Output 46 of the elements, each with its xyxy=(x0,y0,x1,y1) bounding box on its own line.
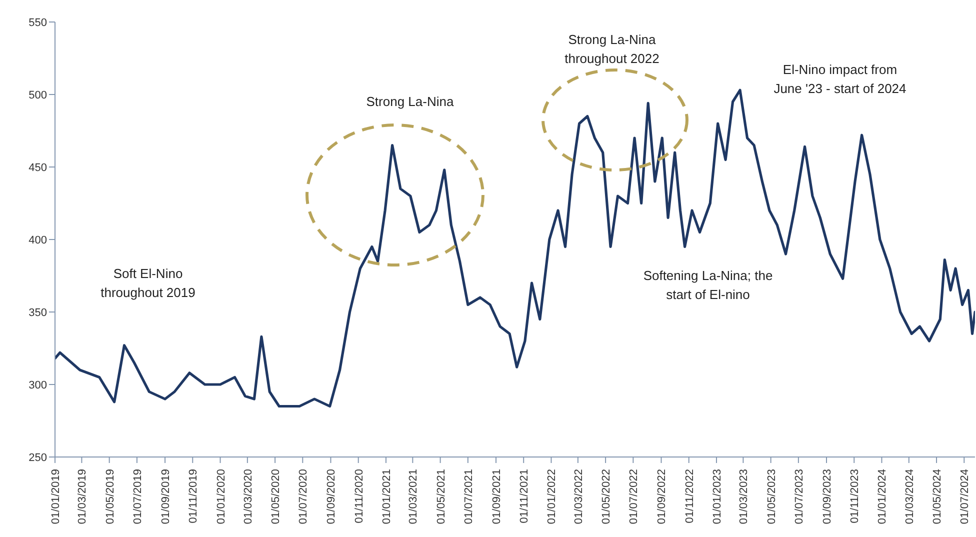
annotation: El-Nino impact from June '23 - start of 2024 xyxy=(772,61,908,98)
x-tick-label: 01/05/2024 xyxy=(932,469,944,524)
x-tick-label: 01/07/2019 xyxy=(132,469,144,524)
annotation: Softening La-Nina; the start of El-nino xyxy=(642,267,774,304)
x-tick-label: 01/03/2022 xyxy=(572,469,585,524)
x-tick-label: 01/03/2020 xyxy=(242,469,254,524)
x-tick-label: 01/03/2023 xyxy=(738,469,750,524)
y-tick-label: 300 xyxy=(28,379,47,392)
x-tick-label: 01/01/2023 xyxy=(711,469,724,524)
y-tick-label: 500 xyxy=(28,89,47,102)
x-tick-label: 01/05/2019 xyxy=(104,469,116,524)
x-tick-label: 01/01/2019 xyxy=(50,469,62,524)
x-tick-label: 01/07/2020 xyxy=(298,469,310,524)
x-tick-label: 01/09/2019 xyxy=(160,469,172,524)
x-tick-label: 01/01/2022 xyxy=(546,469,558,524)
x-tick-label: 01/11/2020 xyxy=(353,469,366,524)
x-tick-label: 01/03/2021 xyxy=(408,469,420,524)
x-tick-label: 01/09/2020 xyxy=(326,469,338,524)
x-tick-label: 01/03/2024 xyxy=(904,469,916,524)
annotation: Strong La-Nina xyxy=(365,93,455,111)
x-tick-label: 01/11/2022 xyxy=(684,469,696,524)
x-tick-label: 01/07/2021 xyxy=(462,469,475,524)
x-tick-label: 01/11/2019 xyxy=(188,469,200,524)
x-tick-label: 01/01/2024 xyxy=(876,469,889,524)
x-tick-label: 01/11/2021 xyxy=(518,469,531,524)
y-tick-label: 250 xyxy=(28,452,47,464)
x-tick-label: 01/05/2022 xyxy=(600,469,613,524)
y-tick-label: 350 xyxy=(28,306,47,319)
x-tick-label: 01/03/2019 xyxy=(76,469,89,524)
x-tick-label: 01/09/2022 xyxy=(656,469,668,524)
x-tick-label: 01/05/2021 xyxy=(435,469,448,524)
x-tick-label: 01/01/2021 xyxy=(380,469,393,524)
annotation: Soft El-Nino throughout 2019 xyxy=(100,265,196,302)
x-tick-label: 01/07/2022 xyxy=(628,469,640,524)
x-tick-label: 01/01/2020 xyxy=(215,469,228,524)
x-tick-label: 01/07/2023 xyxy=(793,469,806,524)
x-tick-label: 01/07/2024 xyxy=(959,469,972,524)
x-tick-label: 01/09/2023 xyxy=(821,469,834,524)
y-tick-label: 450 xyxy=(28,162,47,174)
y-tick-label: 400 xyxy=(28,234,47,246)
x-tick-label: 01/05/2020 xyxy=(270,469,282,524)
x-tick-label: 01/11/2023 xyxy=(849,469,862,524)
x-tick-label: 01/05/2023 xyxy=(766,469,778,524)
annotation: Strong La-Nina throughout 2022 xyxy=(564,31,660,68)
y-tick-label: 550 xyxy=(28,16,47,29)
x-tick-label: 01/09/2021 xyxy=(490,469,503,524)
